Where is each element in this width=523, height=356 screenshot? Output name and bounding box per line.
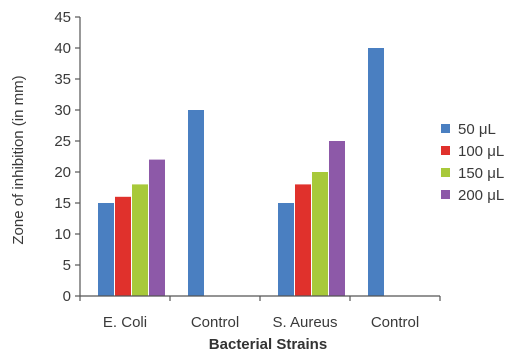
y-tick-label: 0 (63, 288, 71, 305)
legend-label: 100 μL (458, 143, 504, 160)
bar-0-0 (98, 203, 114, 296)
x-category-labels: E. Coli Control S. Aureus Control (103, 314, 419, 331)
x-category-label: Control (371, 314, 419, 331)
y-axis-label: Zone of inhibition (in mm) (10, 75, 27, 244)
y-tick-label: 35 (54, 71, 71, 88)
y-tick-label: 20 (54, 164, 71, 181)
y-axis-ticks: 0 5 10 15 20 25 30 35 40 45 (54, 9, 80, 305)
legend-swatch (441, 168, 450, 177)
bar-2-1 (295, 184, 311, 296)
y-tick-label: 40 (54, 40, 71, 57)
bars (98, 48, 384, 296)
y-tick-label: 15 (54, 195, 71, 212)
bar-0-1 (115, 196, 131, 296)
y-tick-label: 10 (54, 226, 71, 243)
legend-swatch (441, 146, 450, 155)
legend: 50 μL 100 μL 150 μL 200 μL (441, 121, 504, 204)
x-category-label: Control (191, 314, 239, 331)
legend-label: 150 μL (458, 165, 504, 182)
x-axis-label: Bacterial Strains (209, 336, 327, 353)
bar-3-0 (368, 48, 384, 296)
bar-2-3 (329, 141, 345, 296)
x-axis-ticks (79, 296, 441, 301)
x-category-label: E. Coli (103, 314, 147, 331)
y-tick-label: 25 (54, 133, 71, 150)
legend-label: 50 μL (458, 121, 496, 138)
y-tick-label: 5 (63, 257, 71, 274)
legend-swatch (441, 190, 450, 199)
bar-1-0 (188, 110, 204, 296)
x-category-label: S. Aureus (272, 314, 337, 331)
legend-label: 200 μL (458, 187, 504, 204)
legend-swatch (441, 124, 450, 133)
bar-2-0 (278, 203, 294, 296)
y-tick-label: 30 (54, 102, 71, 119)
bar-0-2 (132, 184, 148, 296)
bar-2-2 (312, 172, 328, 296)
y-tick-label: 45 (54, 9, 71, 26)
bar-0-3 (149, 159, 165, 296)
